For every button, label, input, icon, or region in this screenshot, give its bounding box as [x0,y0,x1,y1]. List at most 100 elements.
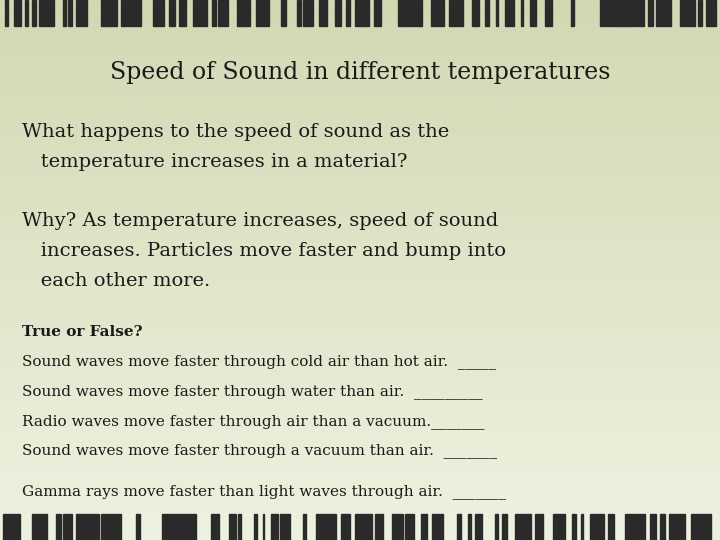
Bar [698,0,702,26]
Bar [66,514,73,540]
Text: What happens to the speed of sound as the: What happens to the speed of sound as th… [22,123,449,141]
Bar [669,514,676,540]
Bar [198,0,202,26]
Bar [405,514,412,540]
Bar [110,0,112,26]
Bar [101,514,107,540]
Bar [676,514,679,540]
Bar [502,514,507,540]
Bar [581,514,583,540]
Bar [632,0,634,26]
Bar [68,0,72,26]
Bar [374,0,381,26]
Bar [248,0,250,26]
Text: each other more.: each other more. [22,272,210,290]
Bar [590,514,593,540]
Bar [522,514,524,540]
Text: Radio waves move faster through air than a vacuum._______: Radio waves move faster through air than… [22,414,484,429]
Bar [158,0,163,26]
Bar [3,514,9,540]
Bar [608,514,610,540]
Text: increases. Particles move faster and bump into: increases. Particles move faster and bum… [22,242,505,260]
Bar [670,0,671,26]
Bar [524,514,531,540]
Bar [650,514,652,540]
Bar [256,0,259,26]
Bar [76,0,80,26]
Bar [656,0,660,26]
Bar [286,514,290,540]
Bar [355,0,359,26]
Bar [680,0,683,26]
Bar [263,514,264,540]
Bar [63,514,66,540]
Bar [163,0,164,26]
Bar [32,0,36,26]
Bar [310,0,313,26]
Bar [665,0,670,26]
Bar [169,0,171,26]
Bar [420,0,423,26]
Bar [43,0,48,26]
Bar [392,514,397,540]
Bar [179,0,186,26]
Bar [553,514,556,540]
Bar [683,0,685,26]
Bar [14,514,20,540]
Bar [179,514,184,540]
Bar [238,0,240,26]
Bar [513,0,514,26]
Bar [505,0,508,26]
Bar [98,514,99,540]
Bar [600,0,602,26]
Bar [433,514,439,540]
Bar [125,0,131,26]
Bar [83,514,88,540]
Bar [94,514,98,540]
Bar [516,514,522,540]
Bar [602,514,605,540]
Bar [102,0,106,26]
Bar [397,514,401,540]
Bar [634,0,636,26]
Bar [698,514,705,540]
Bar [374,514,377,540]
Bar [136,0,141,26]
Bar [400,0,405,26]
Bar [346,0,350,26]
Bar [354,514,361,540]
Bar [184,514,189,540]
Bar [406,0,413,26]
Bar [240,0,243,26]
Bar [80,0,86,26]
Bar [685,0,690,26]
Bar [449,0,456,26]
Bar [508,0,513,26]
Bar [6,0,8,26]
Bar [652,514,656,540]
Bar [156,0,158,26]
Bar [266,0,269,26]
Bar [705,514,711,540]
Text: Sound waves move faster through a vacuum than air.  _______: Sound waves move faster through a vacuum… [22,443,497,458]
Bar [212,0,216,26]
Bar [660,514,665,540]
Bar [624,0,626,26]
Bar [114,514,121,540]
Bar [253,514,257,540]
Bar [63,0,66,26]
Bar [359,0,363,26]
Bar [713,0,716,26]
Bar [544,0,547,26]
Bar [556,514,559,540]
Bar [495,0,498,26]
Bar [476,0,479,26]
Bar [319,0,325,26]
Bar [229,514,232,540]
Bar [189,514,196,540]
Bar [436,0,442,26]
Bar [637,0,640,26]
Bar [603,0,611,26]
Bar [639,514,645,540]
Bar [625,514,627,540]
